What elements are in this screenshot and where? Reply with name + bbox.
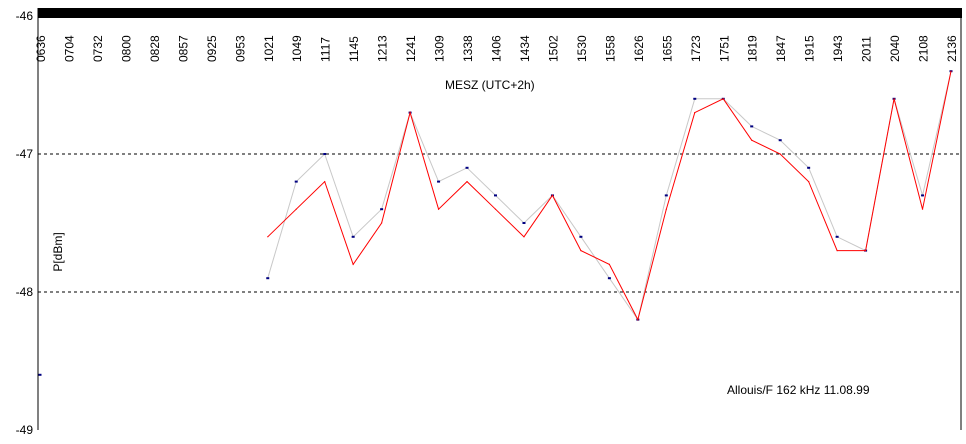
smoothed-point [295, 208, 297, 210]
x-tick-label: 2011 [860, 36, 874, 62]
raw-point [835, 235, 839, 238]
smoothed-point [608, 263, 610, 265]
smoothed-point [722, 98, 724, 100]
x-tick-label: 1655 [660, 35, 674, 62]
smoothed-point [352, 263, 354, 265]
x-tick-label: 2040 [888, 35, 902, 62]
x-tick-label: 0925 [205, 35, 219, 62]
x-tick-label: 0857 [176, 35, 190, 62]
x-tick-label: 1406 [490, 35, 504, 62]
raw-point [750, 125, 754, 128]
x-tick-label: 1626 [632, 35, 646, 62]
smoothed-point [466, 181, 468, 183]
smoothed-point [864, 250, 867, 252]
smoothed-point [267, 236, 269, 238]
smoothed-point [381, 222, 383, 224]
raw-point [266, 277, 270, 280]
raw-point [494, 194, 497, 197]
x-tick-label: 1502 [546, 35, 560, 62]
y-tick-label: -46 [16, 9, 34, 23]
raw-point [921, 194, 925, 197]
smoothed-point [950, 70, 952, 72]
x-tick-label: 1021 [262, 35, 276, 62]
raw-point [465, 166, 469, 169]
raw-point [807, 166, 811, 169]
x-tick-label: 0732 [91, 35, 105, 62]
station-annotation: Allouis/F 162 kHz 11.08.99 [727, 383, 870, 397]
x-tick-label: 0800 [119, 35, 133, 62]
x-tick-label: 1915 [803, 35, 817, 62]
raw-point [38, 373, 42, 376]
y-tick-label: -48 [16, 285, 34, 299]
raw-point [664, 194, 668, 197]
smoothed-point [836, 250, 838, 252]
y-tick-label: -47 [16, 147, 34, 161]
raw-point [579, 235, 583, 238]
smoothed-point [921, 208, 924, 210]
raw-point [380, 208, 384, 211]
x-tick-label: 1213 [376, 35, 390, 62]
smoothed-point [637, 319, 639, 321]
x-tick-label: 0828 [148, 35, 162, 62]
x-tick-label: 1558 [603, 35, 617, 62]
smoothed-point [779, 153, 781, 155]
y-tick-label: -49 [16, 423, 34, 437]
smoothed-series [267, 70, 952, 321]
y-axis-label: P[dBm] [51, 232, 65, 271]
x-tick-label: 1338 [461, 35, 475, 62]
raw-point [351, 235, 355, 238]
y-ticks: -46 -47 -48 -49 [16, 9, 34, 437]
x-tick-label: 1943 [831, 35, 845, 62]
smoothed-point [665, 208, 667, 210]
x-tick-label: 2108 [917, 35, 931, 62]
timezone-annotation: MESZ (UTC+2h) [445, 78, 535, 92]
smoothed-point [324, 181, 326, 183]
smoothed-point [694, 112, 696, 114]
x-tick-label: 1145 [347, 36, 361, 62]
gridlines [38, 153, 961, 293]
x-tick-label: 1049 [290, 35, 304, 62]
x-tick-label: 1751 [717, 35, 731, 62]
x-tick-label: 1309 [433, 35, 447, 62]
raw-point [294, 180, 298, 183]
x-tick-label: 1434 [518, 35, 532, 62]
smoothed-point [808, 181, 810, 183]
raw-point [607, 277, 611, 280]
x-tick-label: 1241 [404, 35, 418, 62]
x-tick-label: 1819 [746, 35, 760, 62]
smoothed-point [551, 194, 554, 196]
raw-point [323, 153, 327, 155]
raw-point [778, 139, 782, 142]
smoothed-point [409, 112, 411, 114]
x-tick-label: 0953 [233, 35, 247, 62]
x-tick-label: 0636 [34, 35, 48, 62]
smoothed-point [437, 208, 440, 210]
raw-point [693, 97, 697, 100]
x-tick-label: 1530 [575, 35, 589, 62]
smoothed-point [751, 139, 753, 141]
x-tick-label: 1847 [774, 35, 788, 62]
smoothed-point [580, 250, 582, 252]
smoothed-point [893, 98, 895, 100]
raw-point [522, 222, 526, 224]
x-tick-label: 0704 [62, 35, 76, 62]
x-ticks: 0636 0704 0732 0800 0828 0857 0925 0953 1021 1049… [34, 35, 959, 62]
top-bar [38, 8, 962, 18]
x-tick-label: 2136 [945, 35, 959, 62]
x-tick-label: 1723 [689, 35, 703, 62]
x-tick-label: 1117 [319, 37, 333, 62]
raw-point [437, 180, 441, 183]
smoothed-point [494, 208, 497, 210]
smoothed-point [523, 236, 525, 238]
